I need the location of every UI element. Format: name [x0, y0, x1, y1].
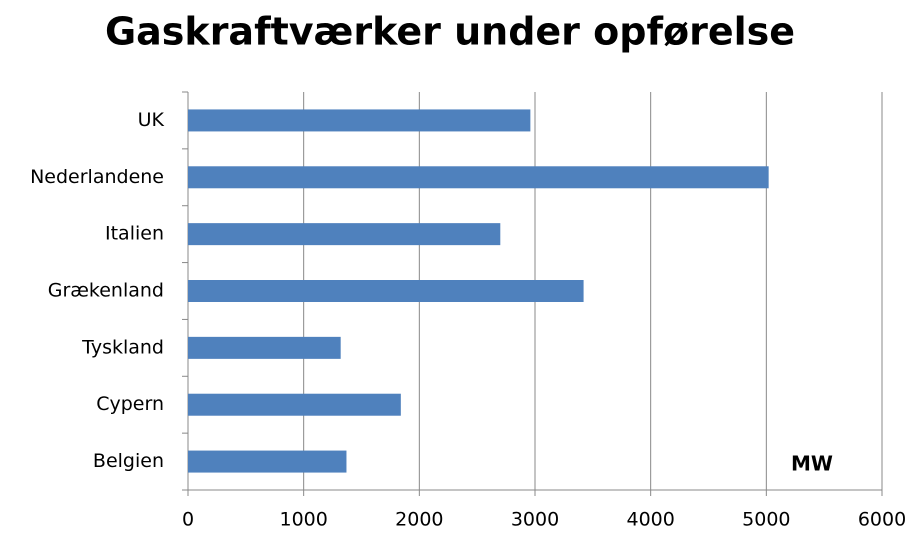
bar: [188, 166, 769, 189]
bar: [188, 393, 401, 416]
y-tick-label: UK: [138, 109, 165, 131]
bar: [188, 336, 341, 359]
chart-title: Gaskraftværker under opførelse: [105, 10, 795, 54]
bar: [188, 223, 501, 246]
x-tick-label: 4000: [626, 509, 674, 531]
y-tick-label: Grækenland: [48, 280, 164, 302]
bar: [188, 109, 531, 132]
x-tick-label: 2000: [395, 509, 443, 531]
bar: [188, 280, 584, 302]
x-tick-label: 6000: [858, 509, 906, 531]
x-tick-label: 0: [182, 509, 194, 531]
x-tick-label: 3000: [511, 509, 559, 531]
annotation: MW: [791, 452, 833, 476]
x-tick-label: 1000: [279, 509, 327, 531]
y-tick-label: Nederlandene: [30, 166, 164, 188]
y-tick-label: Belgien: [93, 450, 164, 472]
y-tick-label: Italien: [105, 223, 164, 245]
bar: [188, 450, 347, 473]
y-tick-label: Tyskland: [81, 336, 164, 358]
y-tick-label: Cypern: [96, 393, 164, 415]
x-tick-label: 5000: [742, 509, 790, 531]
